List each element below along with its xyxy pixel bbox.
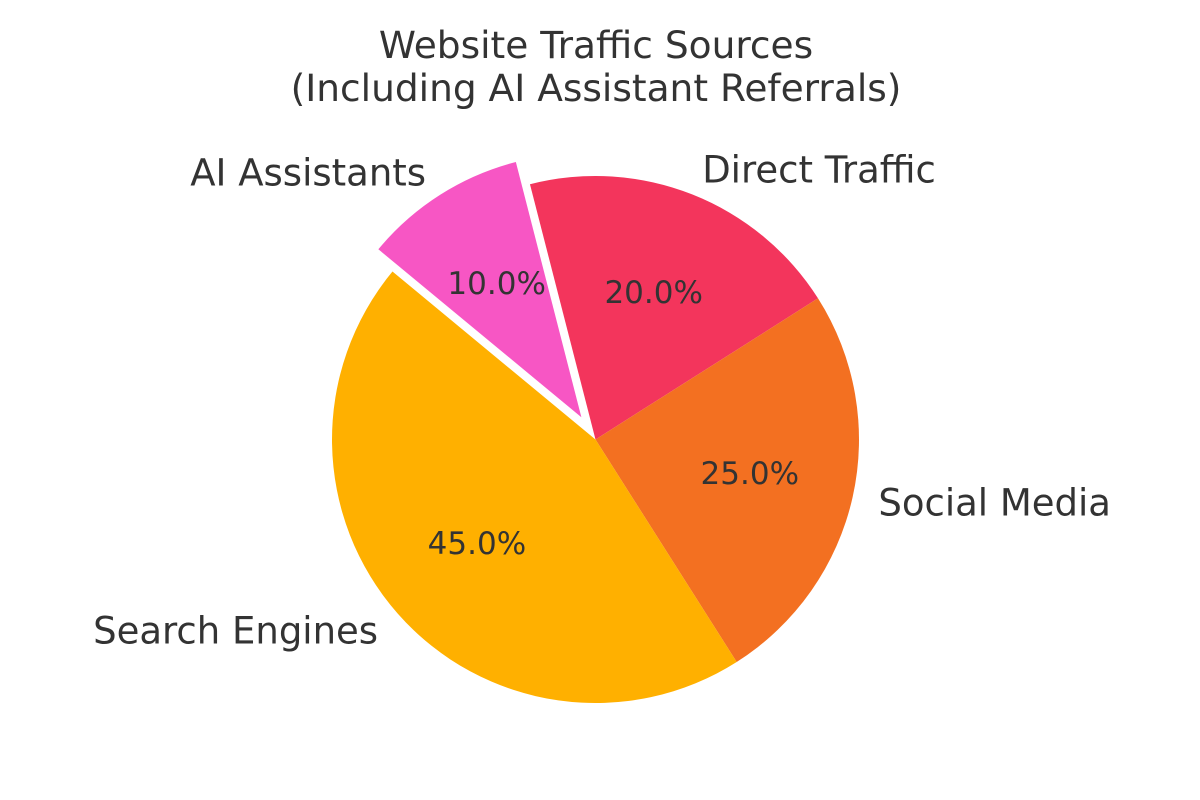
chart-title-line2: (Including AI Assistant Referrals): [290, 66, 902, 111]
pie-slice-social-media: [595, 298, 859, 662]
percent-label-social-media: 25.0%: [700, 455, 800, 492]
percent-label-direct-traffic: 20.0%: [604, 274, 703, 311]
pie-slice-ai-assistants: [378, 162, 582, 418]
pie-slice-search-engines: [332, 271, 737, 703]
slice-label-ai-assistants: AI Assistants: [190, 151, 427, 195]
percent-label-ai-assistants: 10.0%: [447, 265, 546, 302]
percent-label-search-engines: 45.0%: [427, 526, 527, 563]
slice-label-direct-traffic: Direct Traffic: [702, 148, 936, 192]
chart-title-line1: Website Traffic Sources: [378, 23, 814, 67]
slice-label-social-media: Social Media: [878, 481, 1111, 525]
chart-title: Website Traffic Sources (Including AI As…: [290, 23, 902, 111]
pie-slice-direct-traffic: [529, 176, 818, 440]
slice-label-search-engines: Search Engines: [93, 609, 379, 653]
